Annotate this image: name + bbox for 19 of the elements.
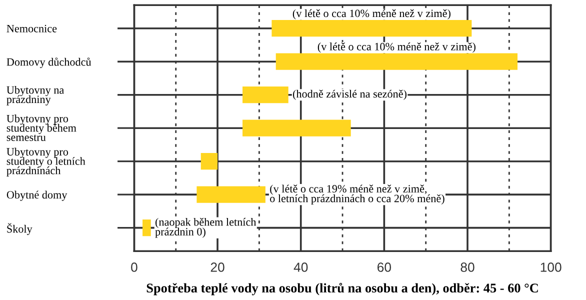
annotation: (v létě o cca 10% méně než v zimě): [292, 9, 450, 20]
annotation: (hodně závislé na sezóně): [293, 90, 406, 100]
y-tick-label: Ubytovny pro studenty o letních prázdninách: [6, 148, 86, 177]
y-tick-label: Školy: [7, 223, 32, 235]
y-tick-label: Domovy důchodců: [6, 58, 92, 68]
y-tick-label: Ubytovny pro studenty během semestru: [6, 114, 76, 142]
x-tick-label: 100: [540, 262, 562, 272]
y-tick-label: Nemocnice: [6, 24, 57, 32]
annotation: (naopak během letních prázdnin 0): [155, 218, 256, 238]
annotation: (v létě o cca 10% méně než v zimě): [318, 42, 476, 53]
x-tick-label: 60: [378, 262, 392, 272]
annotation: (v létě o cca 19% méně než v zimě, o letních prázdninách o cca 20% méně): [270, 184, 444, 204]
x-tick-label: 20: [210, 262, 224, 272]
y-tick-label: Ubytovny na prázdniny: [6, 86, 64, 106]
x-tick-label: 0: [131, 262, 138, 272]
x-tick-label: 40: [294, 262, 308, 272]
y-tick-label: Obytné domy: [6, 190, 68, 201]
x-tick-label: 80: [460, 262, 474, 272]
x-axis-title: Spotřeba teplé vody na osobu (litrů na osobu a den), odběr: 45 - 60 °C: [146, 282, 538, 296]
